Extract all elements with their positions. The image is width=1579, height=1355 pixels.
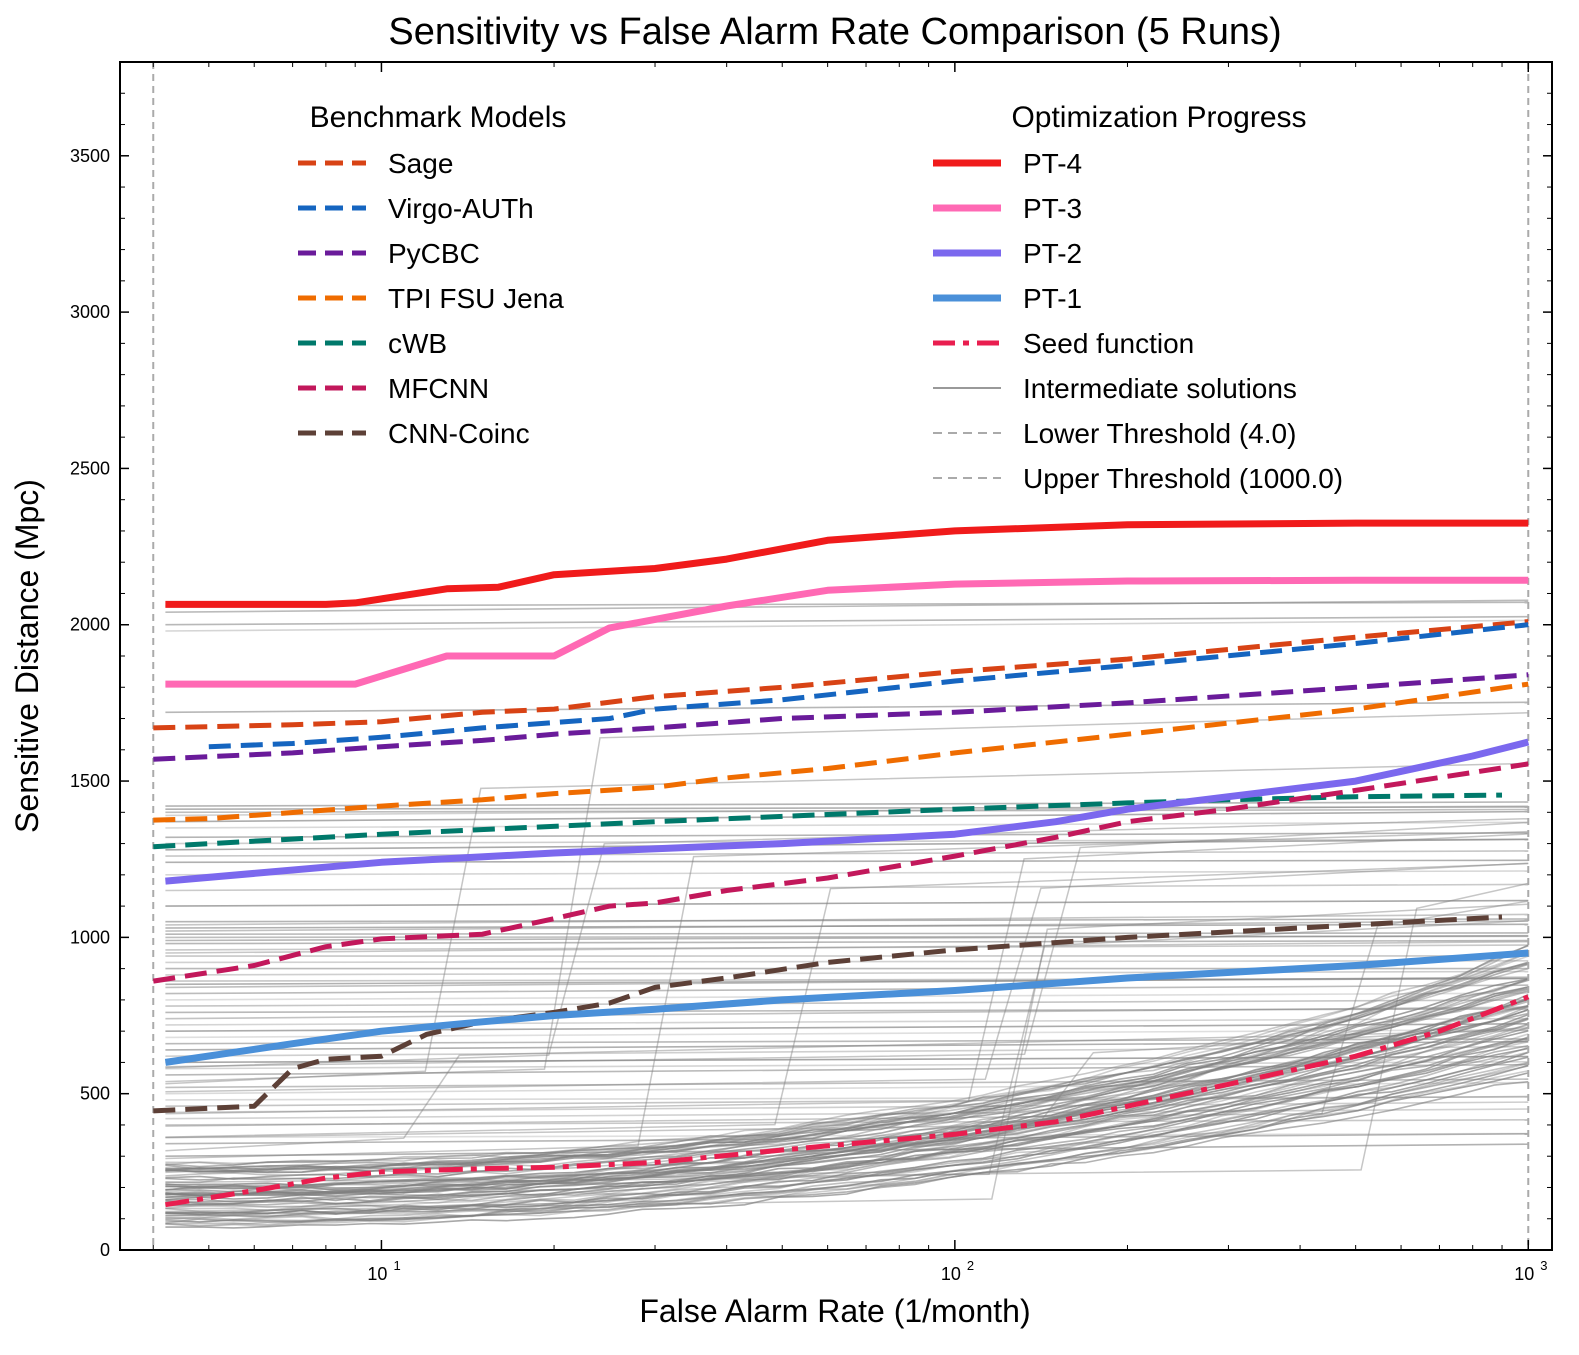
plot-area bbox=[153, 62, 1528, 1250]
intermediate-solution-line bbox=[165, 702, 1528, 712]
legend-label-pt-1: PT-1 bbox=[1023, 283, 1082, 314]
x-axis-label: False Alarm Rate (1/month) bbox=[639, 1293, 1030, 1329]
legend-optimization-progress: Optimization Progress PT-4 PT-3 PT-2 PT-1 Se… bbox=[933, 101, 1343, 494]
legend-label-pt-4: PT-4 bbox=[1023, 148, 1082, 179]
x-tick-label: 10 bbox=[941, 1264, 961, 1284]
chart-title: Sensitivity vs False Alarm Rate Comparis… bbox=[388, 11, 1281, 53]
legend-label-intermediate-solutions: Intermediate solutions bbox=[1023, 373, 1297, 404]
legend-benchmark-title: Benchmark Models bbox=[310, 101, 567, 134]
legend-label-mfcnn: MFCNN bbox=[388, 373, 489, 404]
series-pt-3 bbox=[165, 580, 1528, 684]
legend-benchmark-models: Benchmark Models Sage Virgo-AUTh PyCBC TPI … bbox=[298, 101, 566, 449]
legend-label-upper-threshold-1000-0-: Upper Threshold (1000.0) bbox=[1023, 463, 1343, 494]
legend-label-seed-function: Seed function bbox=[1023, 328, 1194, 359]
legend-label-cnn-coinc: CNN-Coinc bbox=[388, 418, 530, 449]
series-pycbc bbox=[153, 675, 1528, 759]
y-tick-label: 3500 bbox=[70, 146, 110, 166]
legend-label-tpi-fsu-jena: TPI FSU Jena bbox=[388, 283, 564, 314]
x-tick-exponent: 1 bbox=[393, 1258, 400, 1273]
legend-label-pt-3: PT-3 bbox=[1023, 193, 1082, 224]
intermediate-solution-line bbox=[165, 933, 1528, 934]
y-tick-label: 1000 bbox=[70, 927, 110, 947]
y-tick-label: 0 bbox=[100, 1240, 110, 1260]
y-tick-label: 2000 bbox=[70, 615, 110, 635]
x-tick-exponent: 2 bbox=[967, 1258, 974, 1273]
legend-label-virgo-auth: Virgo-AUTh bbox=[388, 193, 534, 224]
legend-label-pt-2: PT-2 bbox=[1023, 238, 1082, 269]
x-tick-label: 10 bbox=[1514, 1264, 1534, 1284]
x-tick-exponent: 3 bbox=[1540, 1258, 1547, 1273]
y-tick-label: 2500 bbox=[70, 458, 110, 478]
y-tick-label: 3000 bbox=[70, 302, 110, 322]
intermediate-solution-line bbox=[165, 812, 1528, 822]
y-axis-label: Sensitive Distance (Mpc) bbox=[9, 479, 45, 833]
intermediate-solution-line bbox=[165, 901, 1528, 907]
intermediate-solution-line bbox=[165, 802, 1528, 806]
intermediate-solution-line bbox=[165, 620, 1528, 631]
series-sage bbox=[153, 622, 1528, 728]
legend-progress-title: Optimization Progress bbox=[1011, 101, 1306, 134]
intermediate-solution-line bbox=[165, 822, 1528, 828]
intermediate-solution-curve bbox=[165, 979, 1528, 1173]
series-virgo-auth bbox=[209, 625, 1529, 747]
legend-label-lower-threshold-4-0-: Lower Threshold (4.0) bbox=[1023, 418, 1296, 449]
y-tick-label: 500 bbox=[80, 1084, 110, 1104]
legend-label-cwb: cWB bbox=[388, 328, 447, 359]
y-tick-label: 1500 bbox=[70, 771, 110, 791]
legend-label-pycbc: PyCBC bbox=[388, 238, 480, 269]
legend-label-sage: Sage bbox=[388, 148, 453, 179]
intermediate-solution-line bbox=[165, 1000, 1528, 1006]
intermediate-solution-line bbox=[165, 972, 1528, 975]
intermediate-solution-line bbox=[165, 617, 1528, 625]
x-tick-label: 10 bbox=[367, 1264, 387, 1284]
